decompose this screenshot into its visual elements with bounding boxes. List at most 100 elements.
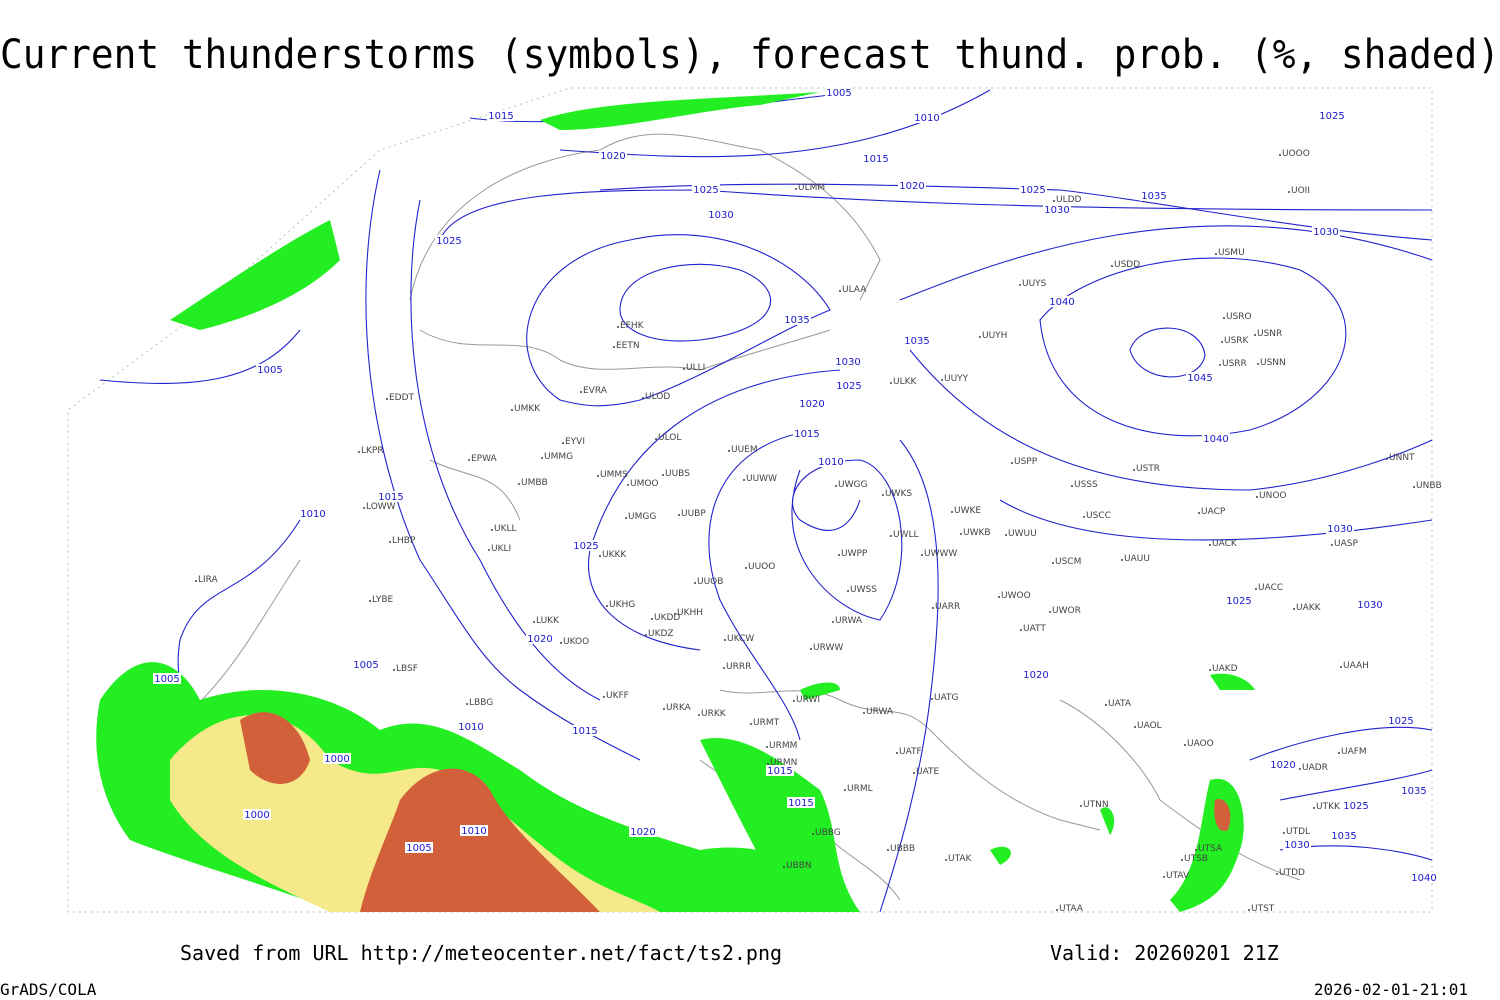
station-label: UNOO [1259, 491, 1287, 501]
isobar-label-bg [862, 153, 890, 164]
station-label: UWOR [1052, 606, 1081, 616]
station-dot [627, 484, 629, 486]
station-dot [1020, 629, 1022, 631]
station-label: UBBG [815, 828, 841, 838]
isobar-label-bg [1312, 226, 1340, 237]
station-label: UOOO [1282, 149, 1310, 159]
station-label: UWPP [841, 549, 868, 559]
station-dot [1219, 364, 1221, 366]
isobar-label-bg [243, 809, 271, 820]
isobar-label-bg [1318, 110, 1346, 121]
station-dot [1134, 726, 1136, 728]
isobar-label: 1015 [767, 766, 792, 777]
isobars [99, 89, 1433, 913]
station-dot [863, 712, 865, 714]
station-dot [1279, 154, 1281, 156]
isobar-label-bg [1330, 830, 1358, 841]
station-label: UKFF [606, 691, 629, 701]
station-dot [941, 379, 943, 381]
station-label: UWLL [893, 530, 919, 540]
station-label: UACC [1258, 583, 1283, 593]
station-label: UATG [934, 693, 959, 703]
station-label: URML [847, 784, 873, 794]
station-label: UACK [1212, 539, 1238, 549]
isobar-label-bg [1356, 599, 1384, 610]
isobar-label: 1035 [1331, 831, 1356, 842]
station-label: UACP [1201, 507, 1226, 517]
station-dot [1215, 253, 1217, 255]
isobar-label-bg [1022, 669, 1050, 680]
isobar-label-bg [1202, 433, 1230, 444]
station-label: UTSB [1184, 854, 1208, 864]
station-dot [651, 618, 653, 620]
station-dot [1338, 752, 1340, 754]
isobar-label-bg [1400, 785, 1428, 796]
station-dot [606, 605, 608, 607]
station-label: LKPR [361, 446, 384, 456]
isobar-label: 1010 [818, 457, 843, 468]
station-dot [683, 368, 685, 370]
isobar-label-bg [707, 209, 735, 220]
isobar-label-bg [299, 508, 327, 519]
isobar-label-bg [903, 335, 931, 346]
station-dot [1195, 849, 1197, 851]
station-dot [1005, 534, 1007, 536]
isobar-label: 1025 [836, 381, 861, 392]
station-label: UUBS [665, 469, 690, 479]
station-dot [1198, 512, 1200, 514]
isobar-label-bg [323, 753, 351, 764]
station-dot [723, 667, 725, 669]
isobar-label-bg [825, 87, 853, 98]
station-label: LUKK [536, 616, 560, 626]
station-dot [389, 541, 391, 543]
station-dot [932, 607, 934, 609]
station-dot [369, 600, 371, 602]
isobar-label: 1025 [693, 185, 718, 196]
station-dot [1181, 859, 1183, 861]
station-dot [890, 535, 892, 537]
isobar-label: 1030 [708, 210, 733, 221]
station-label: USRK [1224, 336, 1250, 346]
station-dot [1184, 744, 1186, 746]
station-label: LOWW [366, 502, 396, 512]
isobar-label-bg [1019, 184, 1047, 195]
station-label: URWA [866, 707, 894, 717]
station-label: ULOL [658, 433, 681, 443]
station-label: EPWA [471, 454, 498, 464]
isobar-label-bg [153, 673, 181, 684]
station-dot [580, 391, 582, 393]
isobar-label-bg [766, 765, 794, 776]
station-dot [1331, 544, 1333, 546]
station-label: UAUU [1124, 554, 1150, 564]
station-label: UWWW [924, 549, 957, 559]
isobar-label: 1025 [1319, 111, 1344, 122]
station-label: LIRA [198, 575, 219, 585]
station-label: EVRA [583, 386, 608, 396]
station-label: URWA [835, 616, 863, 626]
source-url: Saved from URL http://meteocenter.net/fa… [180, 941, 782, 965]
station-label: USNN [1260, 358, 1286, 368]
station-label: USCM [1055, 557, 1081, 567]
isobar-label-bg [1140, 190, 1168, 201]
station-label: UAFM [1341, 747, 1367, 757]
station-dot [1413, 486, 1415, 488]
station-dot [694, 582, 696, 584]
isobar-labels: 1015 1005 1010 1020 1015 1025 1020 1025 1030 1035… [153, 87, 1438, 884]
isobar-label-bg [1269, 759, 1297, 770]
isobar-label-bg [898, 180, 926, 191]
station-label: UWKE [954, 506, 981, 516]
isobar-label: 1010 [461, 826, 486, 837]
station-dot [745, 567, 747, 569]
timestamp: 2026-02-01-21:01 [1314, 980, 1468, 999]
station-label: UUOO [748, 562, 775, 572]
station-dot [882, 494, 884, 496]
station-label: UUYS [1022, 279, 1047, 289]
station-label: UTAA [1059, 904, 1084, 914]
station-dot [1049, 611, 1051, 613]
isobar-label: 1020 [527, 634, 552, 645]
station-dot [812, 833, 814, 835]
isobar-label-bg [405, 842, 433, 853]
station-label: UADR [1302, 763, 1328, 773]
station-dot [655, 438, 657, 440]
